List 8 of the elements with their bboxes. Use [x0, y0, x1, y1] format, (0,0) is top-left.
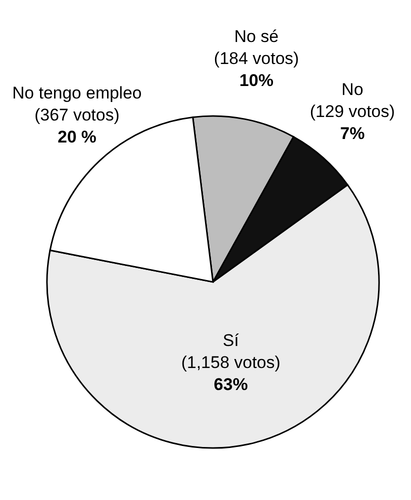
category-label: No tengo empleo (367 votos)	[12, 84, 142, 125]
data-label: 20 %	[58, 128, 96, 147]
data-label: 10%	[239, 70, 274, 90]
category-label: No sé (184 votos)	[214, 26, 299, 68]
data-label: 7%	[340, 124, 365, 143]
data-label: 63%	[214, 375, 248, 394]
category-label: Sí (1,158 votos)	[181, 331, 280, 372]
category-label: No (129 votos)	[310, 80, 395, 121]
